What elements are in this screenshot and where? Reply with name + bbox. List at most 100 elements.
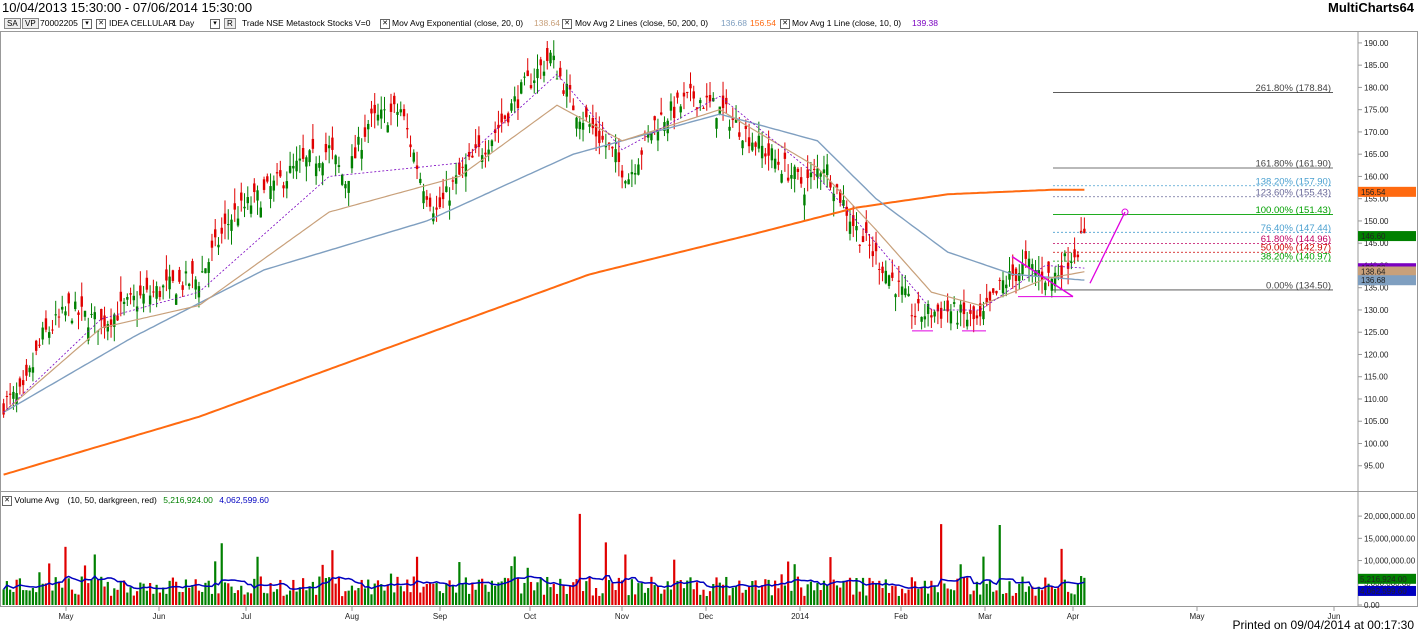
volume-bar	[217, 593, 220, 605]
candle-body	[331, 137, 334, 150]
candle-body	[881, 266, 884, 274]
candle-body	[484, 152, 487, 155]
volume-bar	[380, 584, 383, 605]
candle-body	[790, 174, 793, 179]
volume-bar	[122, 580, 126, 605]
volume-bar	[295, 591, 298, 605]
candle-body	[809, 172, 813, 178]
y-tick-label: 155.00	[1364, 195, 1389, 204]
candle-body	[367, 123, 370, 130]
volume-bar	[767, 579, 770, 605]
candle-body	[227, 224, 230, 226]
volume-bar	[191, 584, 194, 605]
candle-body	[25, 364, 28, 376]
candle-body	[490, 140, 494, 147]
candle-body	[301, 148, 305, 159]
volume-bar	[594, 588, 598, 605]
volume-bar	[549, 587, 552, 605]
candle-body	[816, 168, 819, 178]
candle-body	[926, 304, 930, 314]
volume-bar	[350, 585, 354, 605]
candle-body	[594, 123, 598, 137]
candle-body	[158, 291, 162, 297]
ma200-line	[3, 188, 1085, 476]
candle-body	[718, 106, 721, 115]
volume-bar	[500, 581, 503, 605]
y-tick-label: 130.00	[1364, 306, 1389, 315]
candle-body	[865, 222, 868, 233]
candle-body	[178, 269, 181, 282]
r-button[interactable]: R	[224, 18, 236, 29]
volume-bar	[962, 577, 966, 605]
candle-body	[620, 170, 624, 178]
ma1-close-icon[interactable]: ✕	[780, 18, 790, 29]
volume-tick-label: 20,000,000.00	[1364, 512, 1416, 521]
volume-bar	[555, 593, 559, 605]
candle-body	[686, 91, 689, 93]
volume-bar	[240, 585, 243, 605]
volume-bar	[1027, 586, 1031, 605]
volume-bar	[702, 589, 705, 605]
candle-body	[998, 279, 1001, 281]
volume-bar	[734, 586, 738, 605]
volume-bar	[83, 565, 87, 605]
dropdown-icon: ▾	[82, 18, 92, 29]
volume-bar	[425, 583, 428, 605]
volume-bar	[552, 583, 555, 605]
candle-body	[689, 83, 692, 89]
volume-bar	[777, 588, 780, 605]
candle-body	[467, 151, 471, 157]
volume-bar	[464, 577, 467, 605]
volume-bar	[868, 577, 871, 605]
candle-body	[1066, 262, 1070, 269]
volume-bar	[1066, 591, 1070, 605]
price-badge	[1358, 266, 1416, 277]
volume-bar	[409, 592, 412, 605]
volume-bar	[513, 556, 516, 605]
symbol-dropdown[interactable]: ▾	[82, 18, 92, 29]
trendline	[1011, 255, 1074, 298]
volume-bar	[119, 581, 122, 605]
candle-body	[454, 175, 458, 184]
volume-bar	[1044, 577, 1047, 605]
volume-bar	[949, 589, 953, 605]
candle-body	[67, 293, 70, 304]
candle-body	[340, 174, 344, 185]
volume-bar	[865, 595, 868, 605]
volume-bar	[484, 584, 487, 605]
volume-bar	[396, 576, 399, 605]
candle-body	[747, 137, 751, 147]
y-tick-label: 175.00	[1364, 106, 1389, 115]
volume-bar	[539, 577, 542, 605]
candle-body	[181, 285, 184, 290]
candle-body	[1024, 251, 1027, 259]
volume-bar	[578, 513, 581, 605]
symbol-x-icon[interactable]: ✕	[96, 18, 106, 29]
candle-body	[767, 143, 770, 156]
candle-body	[604, 145, 608, 148]
candle-body	[692, 91, 695, 99]
volume-bar	[74, 593, 77, 605]
volume-bar	[96, 579, 100, 605]
volume-bar	[510, 566, 513, 605]
candle-body	[965, 319, 969, 327]
volume-bar	[393, 592, 396, 605]
candle-body	[327, 145, 331, 149]
volume-bar	[298, 587, 301, 605]
sa-button[interactable]: SA	[4, 18, 21, 29]
vp-button[interactable]: VP	[22, 18, 39, 29]
timeframe-dropdown[interactable]: ▾	[210, 18, 220, 29]
ma2-close-icon[interactable]: ✕	[562, 18, 572, 29]
volume-bar	[887, 592, 891, 605]
volume-pane-frame	[0, 491, 1418, 607]
volume-bar	[998, 525, 1001, 605]
candle-body	[223, 213, 227, 224]
candle-body	[513, 96, 516, 102]
volume-bar	[660, 593, 663, 605]
volume-close-icon[interactable]: ✕	[2, 495, 12, 506]
volume-bar	[913, 581, 917, 605]
ema-close-icon[interactable]: ✕	[380, 18, 390, 29]
volume-bar	[975, 581, 979, 605]
volume-bar	[747, 586, 751, 605]
